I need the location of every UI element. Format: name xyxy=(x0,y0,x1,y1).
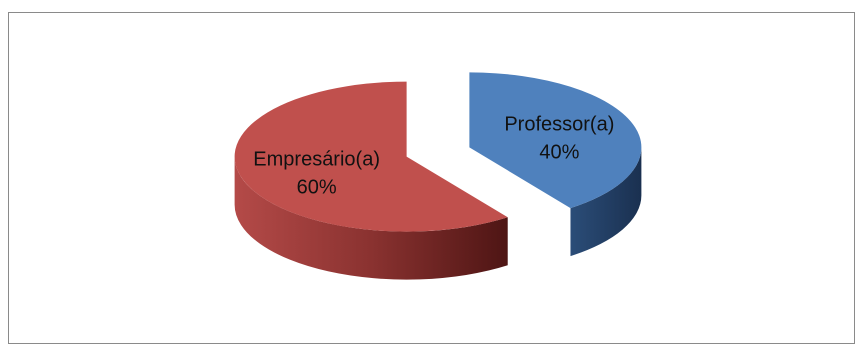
pie-slice-side-wall xyxy=(234,156,508,280)
pie-slice-professor-a xyxy=(469,72,642,257)
pie-slice-top xyxy=(469,72,642,209)
slice-category-label: Empresário(a) xyxy=(253,148,380,170)
slice-value-label: 60% xyxy=(297,176,337,198)
slice-category-label: Professor(a) xyxy=(504,114,614,136)
pie-slice-top xyxy=(234,81,508,232)
slice-value-label: 40% xyxy=(539,142,579,164)
pie-slice-empres-rio-a xyxy=(234,81,508,280)
pie-slice-side-wall xyxy=(570,147,642,257)
